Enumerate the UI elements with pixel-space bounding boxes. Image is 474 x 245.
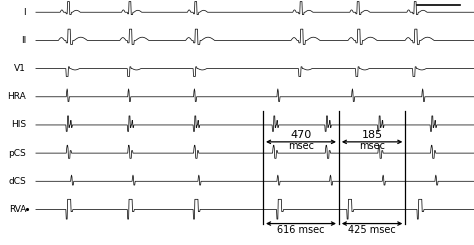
Text: msec: msec — [359, 141, 385, 151]
Text: 425 msec: 425 msec — [348, 225, 396, 234]
Text: RVA: RVA — [9, 205, 26, 214]
Text: II: II — [21, 36, 26, 45]
Text: dCS: dCS — [9, 177, 26, 186]
Text: 470: 470 — [291, 130, 311, 140]
Text: I: I — [23, 8, 26, 17]
Text: 616 msec: 616 msec — [277, 225, 325, 234]
Text: msec: msec — [288, 141, 314, 151]
Text: pCS: pCS — [9, 149, 26, 158]
Text: 185: 185 — [362, 130, 383, 140]
Text: V1: V1 — [14, 64, 26, 73]
Text: HRA: HRA — [7, 92, 26, 101]
Text: HIS: HIS — [11, 121, 26, 129]
